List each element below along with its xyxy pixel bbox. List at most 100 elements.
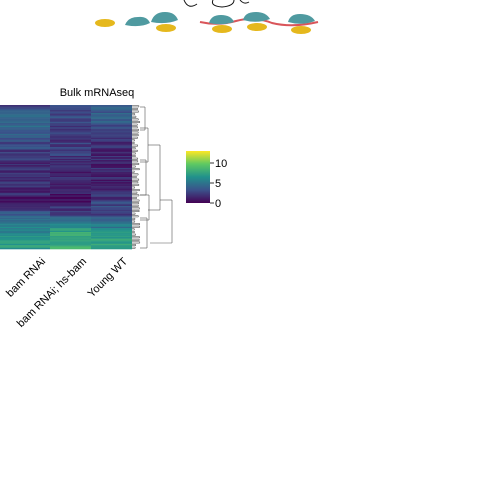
heatmap-cell <box>50 201 91 204</box>
heatmap-cell <box>91 173 132 175</box>
heatmap-cell <box>0 123 50 125</box>
heatmap-cell <box>50 200 91 203</box>
colorbar-ticks: 0 5 10 <box>210 158 227 210</box>
heatmap-cell <box>0 133 50 136</box>
heatmap-cell <box>91 148 132 150</box>
heatmap-cell <box>50 140 91 142</box>
heatmap-cell <box>91 119 132 122</box>
heatmap-cell <box>50 154 91 157</box>
heatmap-cell <box>0 179 50 182</box>
outline-arc-icon-2 <box>239 0 250 4</box>
heatmap-cell <box>91 120 132 123</box>
heatmap-cell <box>0 242 50 245</box>
heatmap-cell <box>91 199 132 201</box>
heatmap-cell <box>91 167 132 170</box>
heatmap-cell <box>0 183 50 186</box>
heatmap-cell <box>50 177 91 179</box>
heatmap-cell <box>91 152 132 154</box>
heatmap-cell <box>91 133 132 136</box>
heatmap-cell <box>50 207 91 209</box>
heatmap-cell <box>0 182 50 184</box>
heatmap-cell <box>50 169 91 171</box>
heatmap-cell <box>91 213 132 216</box>
mouse-icon <box>243 12 270 22</box>
mouse-icon <box>125 16 150 27</box>
column-label: bam RNAi <box>4 256 48 300</box>
heatmap-cell <box>91 221 132 224</box>
heatmap-cell <box>91 114 132 116</box>
heatmap-cell <box>50 167 91 170</box>
heatmap-cell <box>91 196 132 199</box>
heatmap-cell <box>91 186 132 188</box>
mouse-icon <box>209 15 234 25</box>
heatmap-cell <box>50 127 91 129</box>
heatmap-cell <box>91 237 132 239</box>
heatmap-cell <box>50 182 91 184</box>
heatmap-cell <box>0 137 50 140</box>
heatmap-cell <box>0 241 50 243</box>
heatmap-cell <box>0 196 50 199</box>
heatmap-cell <box>91 166 132 169</box>
heatmap-cell <box>50 153 91 156</box>
heatmap-cell <box>0 225 50 228</box>
heatmap-cell <box>50 190 91 192</box>
heatmap-cell <box>50 213 91 216</box>
heatmap-cell <box>0 238 50 241</box>
heatmap-cell <box>91 222 132 225</box>
heatmap-cell <box>50 239 91 242</box>
heatmap-cell <box>50 217 91 220</box>
heatmap-cell <box>91 235 132 238</box>
heatmap-cell <box>50 166 91 169</box>
heatmap-cell <box>91 111 132 114</box>
heatmap-cell <box>0 174 50 176</box>
heatmap-cell <box>91 171 132 174</box>
colorbar-tick-label: 5 <box>215 178 221 190</box>
heatmap-cell <box>50 111 91 114</box>
heatmap-cell <box>0 154 50 157</box>
heatmap-cell <box>50 150 91 153</box>
heatmap-cell <box>0 212 50 214</box>
heatmap-cell <box>50 124 91 127</box>
heatmap-cell <box>91 156 132 158</box>
heatmap-cell <box>50 237 91 239</box>
heatmap-cell <box>50 120 91 123</box>
heatmap-cell <box>91 110 132 112</box>
heatmap-cell <box>0 237 50 239</box>
heatmap-cell <box>0 169 50 171</box>
heatmap-cell <box>0 230 50 233</box>
heatmap-cell <box>50 235 91 238</box>
heatmap-cell <box>0 208 50 211</box>
heatmap-cell <box>50 246 91 248</box>
heatmap-cell <box>0 204 50 207</box>
heatmap-cell <box>91 200 132 203</box>
heatmap-cell <box>50 180 91 183</box>
heatmap-cell <box>50 149 91 152</box>
heatmap-cell <box>91 245 132 247</box>
heatmap-cell <box>0 112 50 115</box>
heatmap-cell <box>91 144 132 146</box>
heatmap-cell <box>0 145 50 148</box>
heatmap-cell <box>0 139 50 141</box>
heatmap-cell <box>50 218 91 221</box>
heatmap-cell <box>91 115 132 118</box>
heatmap-cell <box>50 107 91 110</box>
heatmap-cell <box>50 157 91 159</box>
column-label: bam RNAi; hs-bam <box>15 256 89 330</box>
heatmap-cell <box>50 204 91 207</box>
heatmap-cell <box>50 225 91 228</box>
heatmap-cell <box>91 211 132 213</box>
heatmap-cell <box>91 169 132 171</box>
heatmap-cell <box>91 159 132 162</box>
heatmap-cell <box>50 123 91 125</box>
heatmap-cell <box>0 150 50 153</box>
heatmap-cell <box>50 165 91 167</box>
heatmap-cell <box>91 108 132 111</box>
heatmap-cell <box>0 110 50 112</box>
heatmap-cell <box>50 234 91 237</box>
heatmap-cell <box>0 131 50 133</box>
heatmap-cell <box>91 207 132 209</box>
heatmap-cell <box>50 161 91 163</box>
heatmap-cell <box>50 203 91 205</box>
heatmap-cell <box>0 140 50 142</box>
heatmap-cell <box>91 224 132 226</box>
